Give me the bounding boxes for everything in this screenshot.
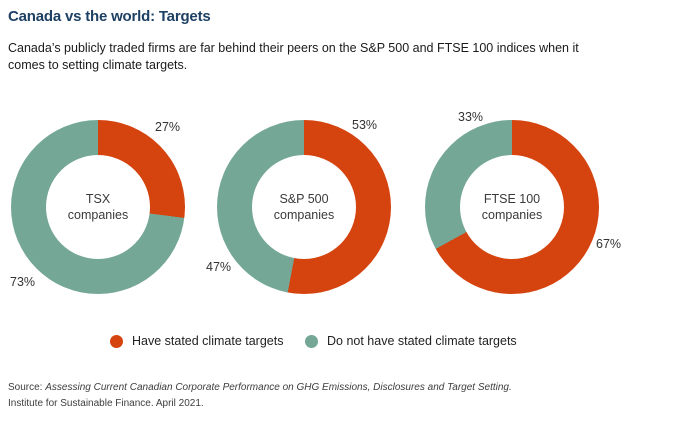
pct-label-sp500-nothave: 47% (206, 260, 232, 274)
legend-label-have-targets: Have stated climate targets (132, 334, 284, 348)
donut-chart-tsx: TSX companies (11, 120, 185, 294)
pct-label-tsx-have: 27% (155, 120, 181, 134)
donut-ring-ftse100: FTSE 100 companies (425, 120, 599, 294)
legend-label-no-targets: Do not have stated climate targets (327, 334, 517, 348)
donut-center-line1: TSX (85, 191, 111, 206)
pct-label-sp500-have: 53% (352, 118, 378, 132)
donut-center-line2: companies (481, 208, 543, 222)
source-report-title: Assessing Current Canadian Corporate Per… (45, 382, 512, 393)
donut-center-line1: S&P 500 (279, 191, 329, 206)
donut-chart-sp500: S&P 500 companies (217, 120, 391, 294)
source-note: Source: Assessing Current Canadian Corpo… (8, 380, 668, 411)
pct-label-tsx-nothave: 73% (10, 275, 36, 289)
donut-center-line2: companies (67, 208, 129, 222)
chart-subtitle: Canada’s publicly traded firms are far b… (8, 41, 579, 73)
pct-label-ftse100-nothave: 33% (458, 110, 484, 124)
pct-label-ftse100-have: 67% (596, 237, 622, 251)
donut-chart-ftse100: FTSE 100 companies (425, 120, 599, 294)
donut-center-line2: companies (273, 208, 335, 222)
donut-center-label-tsx: TSX companies (46, 155, 150, 259)
chart-legend: Have stated climate targets Do not have … (0, 334, 690, 350)
donut-center-label-ftse100: FTSE 100 companies (460, 155, 564, 259)
donut-center-label-sp500: S&P 500 companies (252, 155, 356, 259)
legend-dot-teal-icon (305, 334, 318, 348)
legend-item-have-targets: Have stated climate targets (110, 334, 283, 348)
legend-item-no-targets: Do not have stated climate targets (305, 334, 517, 348)
donut-ring-sp500: S&P 500 companies (217, 120, 391, 294)
donut-ring-tsx: TSX companies (11, 120, 185, 294)
donut-center-line1: FTSE 100 (483, 191, 541, 206)
source-prefix: Source: (8, 382, 46, 393)
source-publisher: Institute for Sustainable Finance. April… (8, 397, 204, 409)
legend-dot-red-icon (110, 334, 123, 348)
page-title: Canada vs the world: Targets (8, 8, 211, 25)
